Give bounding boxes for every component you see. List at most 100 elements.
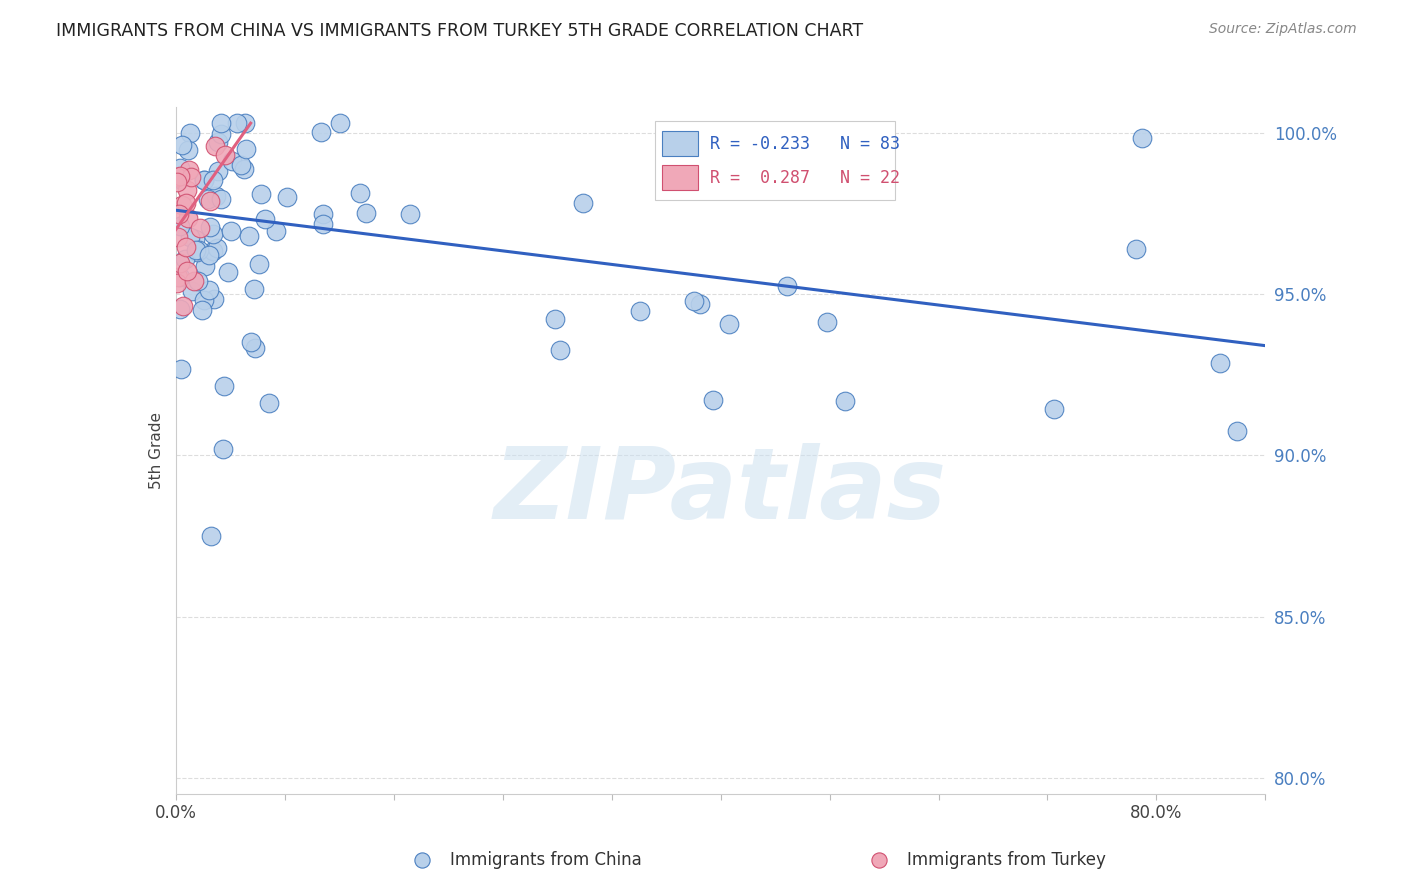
Bar [662,165,699,190]
Point [169,171,191,186]
Bar [655,120,896,200]
Point [257,396,280,410]
Point [231,158,253,172]
Point [250,186,273,201]
Point [207,163,229,178]
Point [169,256,191,270]
Point [235,116,257,130]
Point [201,244,224,258]
Point [202,173,225,187]
Point [180,169,202,184]
Point [184,232,207,246]
Point [194,259,217,273]
Point [179,163,201,178]
Point [221,153,243,168]
Point [209,127,232,141]
Point [197,283,219,297]
Point [309,125,332,139]
Point [202,292,225,306]
Point [166,175,188,189]
Point [1226,424,1249,438]
Text: Immigrants from Turkey: Immigrants from Turkey [907,851,1105,869]
Point [184,244,207,258]
Text: ZIPatlas: ZIPatlas [494,443,948,541]
Point [198,220,221,235]
Point [212,442,235,457]
Text: R =  0.287   N = 22: R = 0.287 N = 22 [710,169,900,186]
Point [169,219,191,233]
Text: R = -0.233   N = 83: R = -0.233 N = 83 [710,135,900,153]
Point [169,161,191,175]
Point [209,192,232,206]
Point [214,148,236,162]
Text: Source: ZipAtlas.com: Source: ZipAtlas.com [1209,22,1357,37]
Point [177,144,200,158]
Point [179,229,201,244]
Point [176,264,198,278]
Point [169,169,191,184]
Point [247,257,270,271]
Point [169,270,191,285]
Point [572,195,595,210]
Point [198,247,221,261]
Y-axis label: 5th Grade: 5th Grade [149,412,165,489]
Point [166,169,188,184]
Point [1043,402,1066,417]
Point [226,116,249,130]
Point [173,252,195,266]
Point [190,221,212,235]
Point [166,270,188,285]
Point [176,182,198,196]
Point [219,224,242,238]
Text: IMMIGRANTS FROM CHINA VS IMMIGRANTS FROM TURKEY 5TH GRADE CORRELATION CHART: IMMIGRANTS FROM CHINA VS IMMIGRANTS FROM… [56,22,863,40]
Point [264,224,287,238]
Point [276,190,298,204]
Point [702,392,724,407]
Point [240,335,263,350]
Point [238,228,260,243]
Point [868,853,890,867]
Point [198,194,221,209]
Point [823,169,845,184]
Point [312,207,335,221]
Point [205,241,228,255]
Point [243,341,266,355]
Point [209,116,232,130]
Point [167,207,190,221]
Point [191,303,214,318]
Point [398,207,420,221]
Point [689,296,711,310]
Point [411,853,433,867]
Point [242,283,264,297]
Point [803,173,825,187]
Point [174,196,197,211]
Point [179,126,201,140]
Point [207,135,229,149]
Point [172,299,194,313]
Point [834,393,856,408]
Point [193,172,215,186]
Point [235,142,257,156]
Point [776,279,799,293]
Point [232,162,254,177]
Point [214,379,236,393]
Point [186,244,208,259]
Point [544,312,567,326]
Point [682,294,704,309]
Point [193,293,215,307]
Point [356,206,378,220]
Point [349,186,371,200]
Bar [662,131,699,156]
Point [201,227,224,241]
Point [174,240,197,254]
Point [187,274,209,288]
Point [183,274,205,288]
Point [187,243,209,257]
Text: Immigrants from China: Immigrants from China [450,851,641,869]
Point [197,192,219,206]
Point [312,217,335,231]
Point [815,315,838,329]
Point [180,284,202,298]
Point [217,265,239,279]
Point [628,304,651,318]
